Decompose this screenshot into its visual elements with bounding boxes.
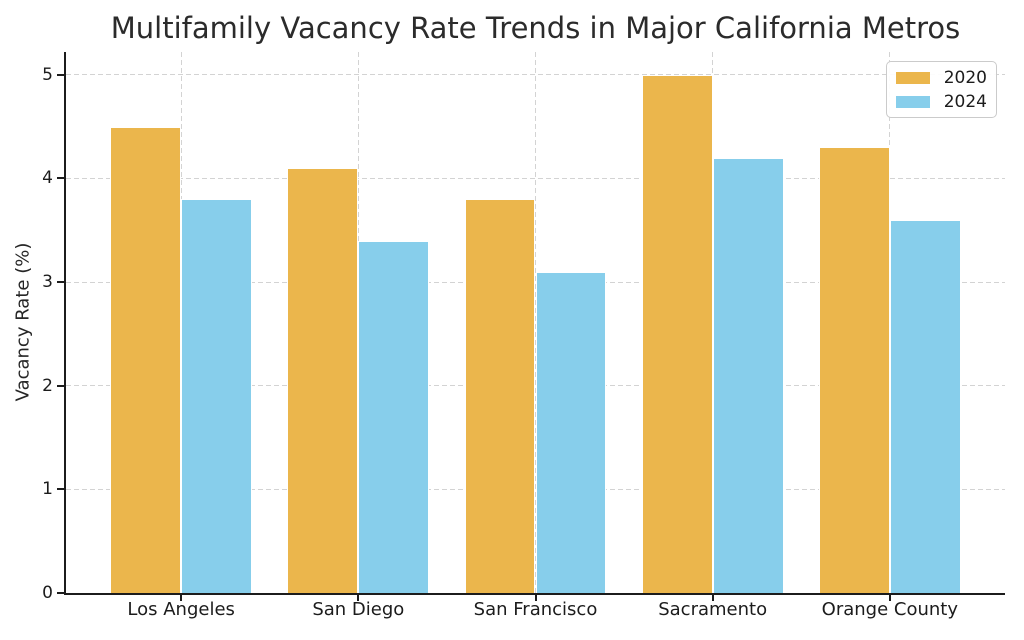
y-tick-label-0: 0 [42, 583, 53, 603]
bar-2024-san-francisco [535, 271, 607, 593]
bar-2024-san-diego [358, 240, 430, 593]
y-tick-label-1: 1 [42, 479, 53, 500]
x-tick-label-orange-county: Orange County [821, 599, 958, 620]
x-tick-sacramento [711, 595, 714, 601]
bar-2020-orange-county [818, 147, 890, 593]
bar-2024-los-angeles [181, 199, 253, 593]
y-tick-2 [57, 384, 64, 387]
bar-2024-sacramento [712, 157, 784, 593]
legend-swatch-2024 [896, 95, 930, 108]
y-tick-5 [57, 73, 64, 76]
x-tick-label-los-angeles: Los Angeles [127, 599, 235, 620]
y-tick-label-2: 2 [42, 375, 53, 396]
x-tick-san-francisco [534, 595, 537, 601]
y-tick-0 [57, 592, 64, 594]
y-tick-label-4: 4 [42, 168, 53, 189]
y-tick-4 [57, 177, 64, 180]
y-tick-label-3: 3 [42, 272, 53, 293]
legend: 2020 2024 [886, 61, 997, 118]
bar-2020-san-francisco [464, 199, 536, 593]
legend-label-2024: 2024 [943, 91, 987, 112]
bar-2020-sacramento [641, 74, 713, 593]
x-tick-label-san-diego: San Diego [312, 599, 405, 620]
legend-item-2020: 2020 [896, 68, 987, 88]
y-tick-label-5: 5 [42, 64, 53, 85]
legend-swatch-2020 [896, 71, 930, 84]
x-tick-label-san-francisco: San Francisco [473, 599, 598, 620]
plot-area [64, 52, 1005, 595]
y-tick-1 [57, 488, 64, 491]
bar-2020-los-angeles [110, 126, 182, 593]
y-tick-3 [57, 281, 64, 284]
x-tick-san-diego [357, 595, 360, 601]
chart-title: Multifamily Vacancy Rate Trends in Major… [110, 11, 961, 45]
x-tick-orange-county [888, 595, 891, 601]
legend-label-2020: 2020 [943, 67, 987, 88]
x-tick-label-sacramento: Sacramento [658, 599, 768, 620]
bar-2020-san-diego [287, 168, 359, 593]
legend-item-2024: 2024 [896, 92, 987, 112]
bar-2024-orange-county [889, 219, 961, 593]
x-tick-los-angeles [180, 595, 183, 601]
